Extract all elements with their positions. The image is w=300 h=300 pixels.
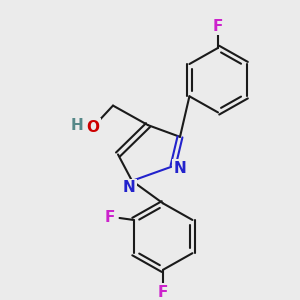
Text: F: F [158, 285, 168, 300]
Text: F: F [213, 19, 223, 34]
Text: F: F [104, 211, 115, 226]
Text: N: N [123, 180, 135, 195]
Text: H: H [70, 118, 83, 133]
Text: O: O [86, 120, 100, 135]
Text: N: N [174, 160, 186, 175]
